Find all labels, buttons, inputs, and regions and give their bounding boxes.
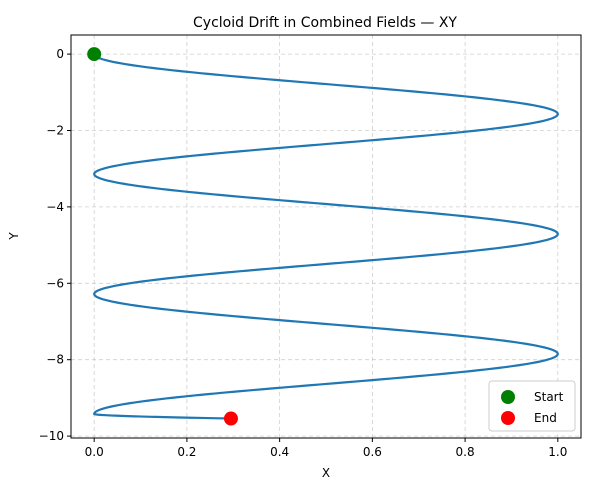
legend-start-label: Start xyxy=(534,390,564,404)
end-point xyxy=(223,411,238,426)
y-ticks: 0 −2 −4 −6 −8 −10 xyxy=(39,47,71,443)
legend-end-label: End xyxy=(534,411,557,425)
x-tick-label: 1.0 xyxy=(548,445,567,459)
x-tick-label: 0.0 xyxy=(85,445,104,459)
x-tick-label: 0.6 xyxy=(363,445,382,459)
plot-area xyxy=(87,47,559,426)
legend-end-marker xyxy=(501,411,515,425)
chart-title: Cycloid Drift in Combined Fields — XY xyxy=(193,15,457,31)
x-ticks: 0.0 0.2 0.4 0.6 0.8 1.0 xyxy=(85,438,567,459)
x-axis-label: X xyxy=(322,466,330,480)
legend-start-marker xyxy=(501,390,515,404)
x-tick-label: 0.8 xyxy=(456,445,475,459)
y-axis-label: Y xyxy=(7,232,21,241)
trajectory-line xyxy=(93,53,559,420)
grid xyxy=(71,35,581,438)
axes-frame xyxy=(70,34,582,439)
start-point xyxy=(87,47,102,62)
y-tick-label: −4 xyxy=(46,200,64,214)
x-tick-label: 0.2 xyxy=(177,445,196,459)
y-tick-label: −10 xyxy=(39,429,64,443)
legend-box xyxy=(488,380,576,432)
y-tick-label: −2 xyxy=(46,123,64,137)
y-tick-label: −8 xyxy=(46,353,64,367)
y-tick-label: 0 xyxy=(56,47,64,61)
y-tick-label: −6 xyxy=(46,276,64,290)
legend: Start End xyxy=(488,380,576,432)
x-tick-label: 0.4 xyxy=(270,445,289,459)
